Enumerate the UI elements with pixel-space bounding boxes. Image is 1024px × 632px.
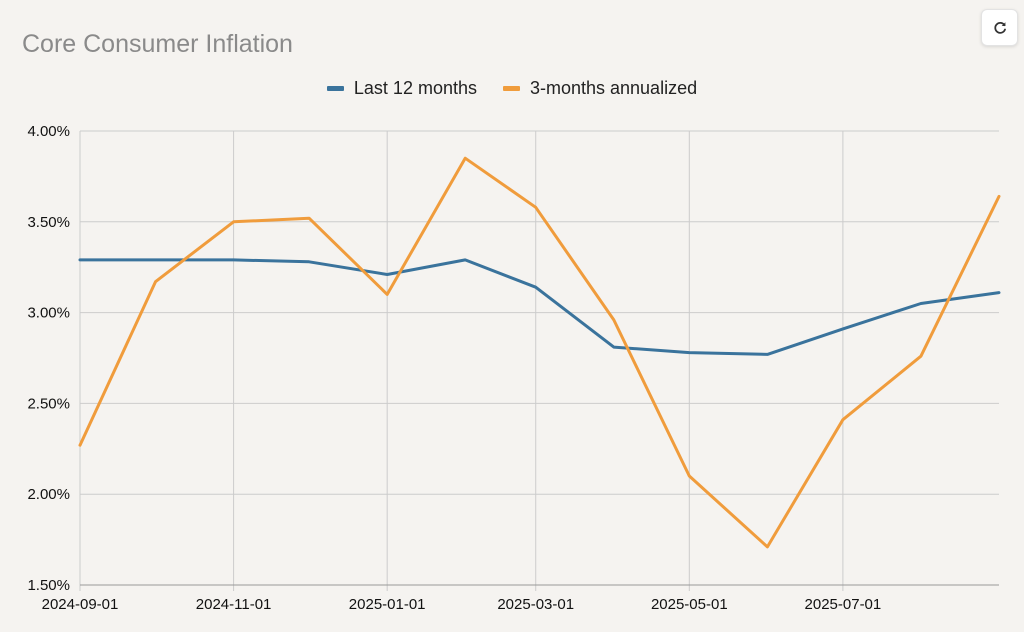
chart-title: Core Consumer Inflation (22, 30, 293, 58)
legend-swatch-3-months-annualized (502, 86, 520, 91)
refresh-icon (993, 21, 1006, 34)
y-tick-label: 3.00% (27, 305, 70, 322)
legend-swatch-last-12-months (326, 86, 344, 91)
x-tick-label: 2024-11-01 (196, 596, 272, 613)
y-tick-label: 4.00% (27, 123, 70, 140)
x-tick-label: 2025-01-01 (349, 596, 426, 613)
y-tick-label: 3.50% (27, 214, 70, 231)
series-line-3-months-annualized (78, 156, 1001, 549)
legend-label-3-months-annualized: 3-months annualized (529, 78, 698, 98)
x-tick-label: 2025-07-01 (805, 596, 882, 613)
y-tick-label: 2.00% (27, 486, 70, 503)
legend-item-3-months-annualized[interactable]: 3-months annualized (502, 78, 698, 99)
x-tick-label: 2024-09-01 (42, 596, 119, 613)
y-tick-label: 1.50% (27, 577, 70, 594)
legend-item-last-12-months[interactable]: Last 12 months (326, 78, 477, 99)
series-line-last-12-months (78, 258, 1001, 356)
chart-legend: Last 12 months 3-months annualized (0, 78, 1024, 99)
y-tick-label: 2.50% (27, 395, 70, 412)
x-tick-label: 2025-05-01 (651, 596, 728, 613)
legend-label-last-12-months: Last 12 months (353, 78, 477, 98)
x-tick-label: 2025-03-01 (497, 596, 574, 613)
refresh-button[interactable] (981, 9, 1018, 46)
